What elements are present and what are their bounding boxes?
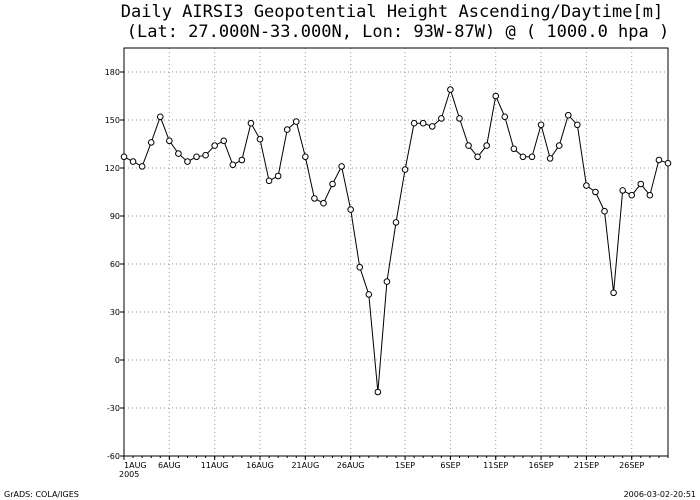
footer-left: GrADS: COLA/IGES (4, 490, 79, 499)
data-point (646, 191, 654, 199)
data-point (320, 199, 327, 207)
data-point (202, 151, 209, 159)
data-point (564, 111, 572, 119)
chart-title: Daily AIRSI3 Geopotential Height Ascendi… (121, 2, 663, 22)
data-point (193, 153, 200, 161)
x-tick-label: 21SEP (574, 461, 599, 470)
data-point (383, 278, 391, 285)
x-tick-label: 11SEP (483, 461, 508, 470)
data-point (465, 142, 472, 149)
x-year-label: 2005 (119, 470, 139, 479)
y-tick-label: -60 (107, 452, 120, 461)
data-point (447, 86, 454, 93)
data-point (592, 188, 599, 196)
series-points (120, 86, 672, 396)
x-tick-label: 1SEP (395, 461, 415, 470)
data-point (184, 158, 191, 165)
x-tick-label: 6SEP (440, 461, 460, 470)
x-tick-label: 11AUG (201, 461, 229, 470)
data-point (238, 156, 246, 164)
data-point (247, 119, 255, 127)
x-tick-label: 26SEP (619, 461, 644, 470)
data-point (619, 187, 626, 194)
footer-right: 2006-03-02-20:51 (624, 490, 696, 499)
data-point (356, 263, 364, 271)
data-point (220, 137, 228, 145)
data-point (546, 155, 554, 162)
y-axis: -60 -30 0 30 60 90 120 150 180 (105, 68, 124, 461)
data-point (438, 115, 445, 122)
data-point (555, 142, 563, 149)
data-point (292, 118, 300, 125)
y-tick-label: 120 (105, 164, 120, 173)
data-point (120, 153, 128, 161)
data-point (265, 177, 273, 185)
y-tick-label: 150 (105, 116, 120, 125)
data-point (311, 195, 318, 202)
data-point (156, 113, 164, 121)
x-tick-label: 16AUG (246, 461, 274, 470)
data-point (374, 388, 382, 396)
data-point (510, 145, 518, 153)
y-tick-label: 30 (110, 308, 120, 317)
data-point (601, 207, 608, 215)
data-point (256, 135, 264, 143)
chart-subtitle: (Lat: 27.000N-33.000N, Lon: 93W-87W) @ (… (127, 22, 669, 42)
grid (124, 48, 668, 456)
data-point (456, 115, 463, 122)
y-tick-label: 0 (115, 356, 120, 365)
data-point (401, 166, 409, 173)
data-point (274, 172, 282, 180)
data-point (610, 289, 617, 297)
x-tick-label: 26AUG (337, 461, 365, 470)
data-point (637, 180, 645, 188)
data-point (501, 113, 509, 121)
x-tick-label: 16SEP (528, 461, 553, 470)
data-point (329, 180, 336, 188)
y-tick-label: 60 (110, 260, 120, 269)
data-point (302, 153, 309, 161)
data-point (492, 92, 500, 100)
data-point (419, 119, 427, 127)
data-point (229, 161, 237, 169)
data-point (166, 137, 173, 145)
x-tick-label: 6AUG (158, 461, 181, 470)
data-point (537, 121, 545, 129)
data-point (147, 139, 155, 146)
y-tick-label: -30 (107, 404, 120, 413)
data-point (175, 150, 182, 157)
data-point (428, 123, 436, 130)
data-point (410, 119, 418, 127)
y-tick-label: 90 (110, 212, 120, 221)
data-point (392, 219, 400, 226)
data-point (664, 159, 672, 167)
data-point (138, 163, 146, 170)
data-point (583, 182, 590, 189)
data-point (519, 153, 527, 161)
data-point (211, 142, 218, 149)
data-point (338, 163, 345, 170)
x-tick-label: 21AUG (291, 461, 319, 470)
x-tick-label: 1AUG (124, 461, 147, 470)
data-point (483, 142, 490, 149)
data-point (474, 153, 481, 161)
data-point (365, 291, 373, 298)
data-point (574, 121, 581, 129)
data-point (129, 158, 137, 165)
data-point (347, 206, 354, 213)
data-point (655, 156, 663, 164)
data-point (283, 126, 291, 133)
y-tick-label: 180 (105, 68, 120, 77)
x-axis: 1AUG 6AUG 11AUG 16AUG 21AUG 26AUG 1SEP 6SEP 11SE… (123, 456, 669, 470)
data-point (528, 153, 536, 161)
data-point (628, 191, 636, 199)
